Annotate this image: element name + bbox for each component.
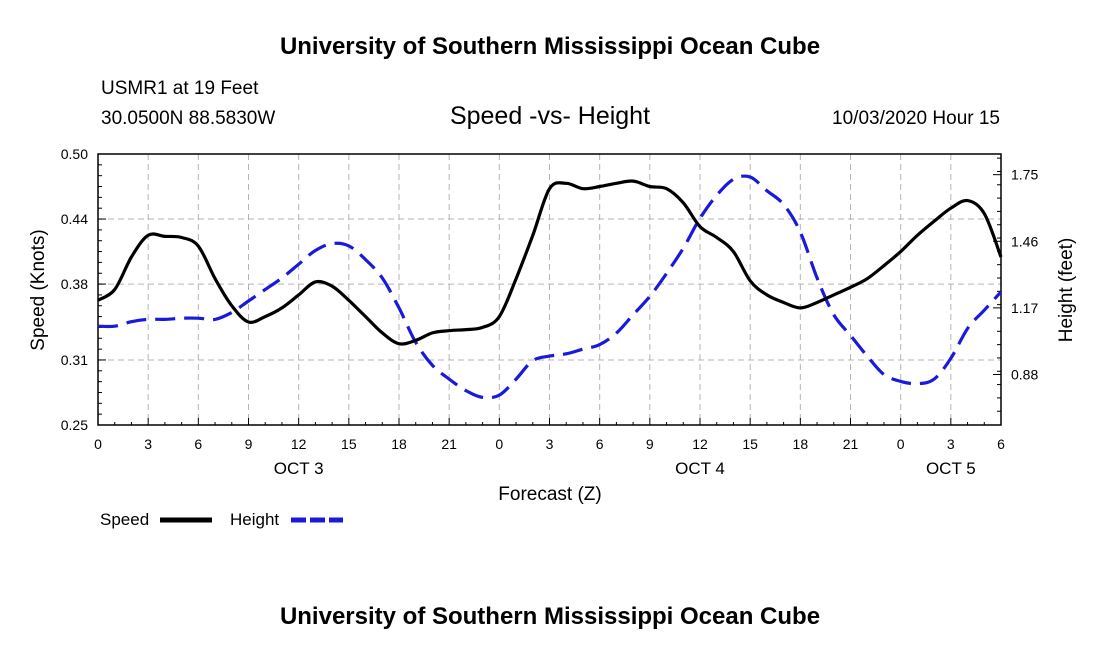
x-tick-label: 0 bbox=[94, 436, 102, 452]
datetime-label: 10/03/2020 Hour 15 bbox=[832, 108, 1000, 129]
left-y-axis-title: Speed (Knots) bbox=[28, 229, 49, 350]
bottom-title: University of Southern Mississippi Ocean… bbox=[280, 603, 820, 630]
speed-series-line bbox=[97, 179, 1003, 346]
right-y-axis: 0.88 1.17 1.46 1.75 bbox=[993, 157, 1038, 412]
legend-height-label: Height bbox=[230, 510, 279, 529]
station-label: USMR1 at 19 Feet bbox=[101, 78, 259, 99]
date-label: OCT 4 bbox=[675, 459, 725, 478]
height-series-line bbox=[97, 174, 1003, 400]
y-right-tick-label: 1.17 bbox=[1011, 300, 1038, 316]
right-y-axis-title: Height (feet) bbox=[1056, 238, 1077, 343]
x-tick-label: 6 bbox=[997, 436, 1005, 452]
x-tick-label: 3 bbox=[947, 436, 955, 452]
legend-speed-label: Speed bbox=[100, 510, 149, 529]
x-tick-label: 3 bbox=[546, 436, 554, 452]
x-axis-title: Forecast (Z) bbox=[498, 484, 601, 505]
left-y-axis: 0.25 0.31 0.38 0.44 0.50 bbox=[61, 146, 106, 433]
date-labels: OCT 3 OCT 4 OCT 5 bbox=[274, 459, 976, 478]
x-tick-label: 6 bbox=[596, 436, 604, 452]
x-tick-label: 18 bbox=[391, 436, 407, 452]
y-right-tick-label: 1.46 bbox=[1011, 233, 1038, 249]
y-left-tick-label: 0.31 bbox=[61, 352, 88, 368]
x-tick-label: 9 bbox=[646, 436, 654, 452]
y-left-tick-label: 0.50 bbox=[61, 146, 88, 162]
x-tick-label: 21 bbox=[843, 436, 859, 452]
x-tick-label: 6 bbox=[194, 436, 202, 452]
y-right-tick-label: 1.75 bbox=[1011, 167, 1038, 183]
y-right-tick-label: 0.88 bbox=[1011, 366, 1038, 382]
y-left-tick-label: 0.44 bbox=[61, 211, 88, 227]
x-tick-label: 15 bbox=[341, 436, 357, 452]
y-left-tick-label: 0.38 bbox=[61, 276, 88, 292]
legend: Speed Height bbox=[100, 510, 343, 529]
coordinates-label: 30.0500N 88.5830W bbox=[101, 108, 275, 129]
x-tick-label: 18 bbox=[793, 436, 809, 452]
x-tick-label: 3 bbox=[144, 436, 152, 452]
x-axis: 0 3 6 9 12 15 18 21 0 3 6 9 12 15 18 21 0 3 6 bbox=[94, 418, 1005, 452]
x-tick-label: 0 bbox=[495, 436, 503, 452]
date-label: OCT 3 bbox=[274, 459, 324, 478]
date-label: OCT 5 bbox=[926, 459, 976, 478]
x-tick-label: 21 bbox=[441, 436, 457, 452]
top-title: University of Southern Mississippi Ocean… bbox=[280, 33, 820, 60]
chart-subtitle: Speed -vs- Height bbox=[450, 102, 650, 130]
x-tick-label: 12 bbox=[692, 436, 708, 452]
x-tick-label: 0 bbox=[897, 436, 905, 452]
x-tick-label: 15 bbox=[742, 436, 758, 452]
x-tick-label: 9 bbox=[245, 436, 253, 452]
y-left-tick-label: 0.25 bbox=[61, 417, 88, 433]
grid-lines bbox=[98, 154, 1001, 425]
x-tick-label: 12 bbox=[291, 436, 307, 452]
